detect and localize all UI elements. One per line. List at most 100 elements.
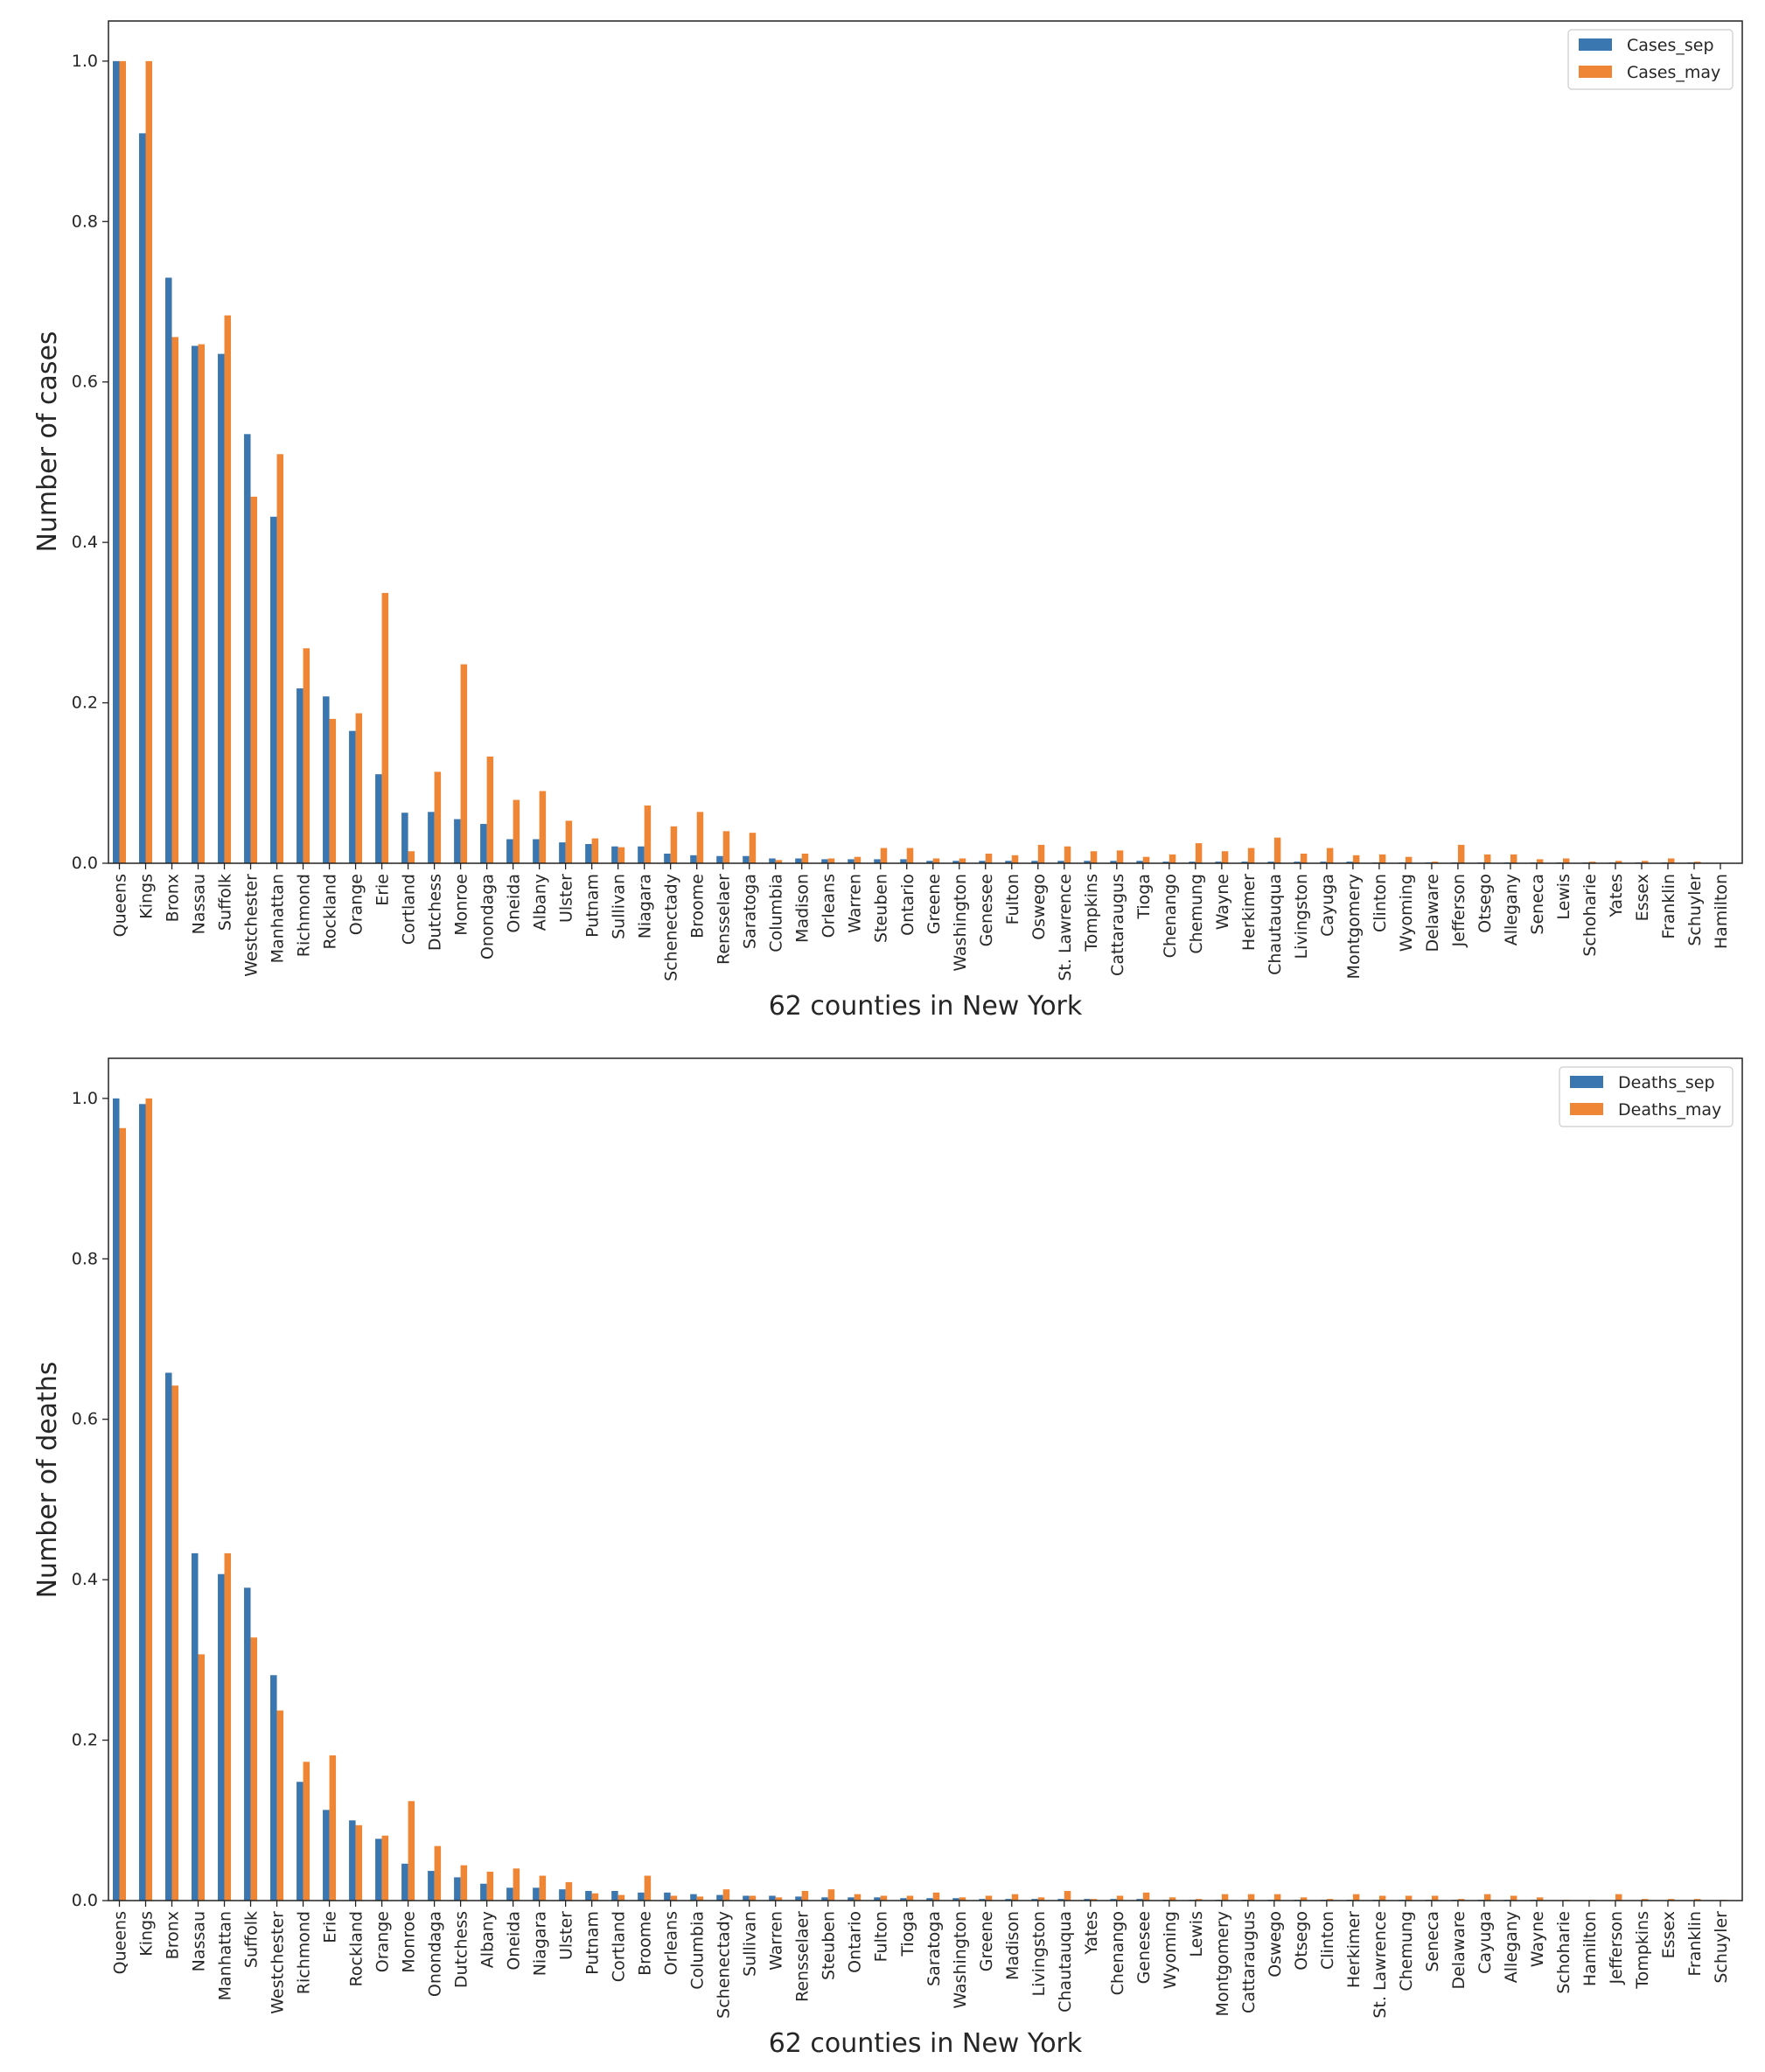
cases-bar-cases-sep-cayuga — [1320, 862, 1327, 863]
cases-legend-label-sep: Cases_sep — [1627, 36, 1714, 55]
cases-bar-cases-may-monroe — [460, 664, 468, 863]
deaths-bar-deaths-may-kings — [145, 1098, 153, 1901]
deaths-x-tick-label: St. Lawrence — [1371, 1911, 1390, 2019]
cases-x-tick-label: Schoharie — [1580, 874, 1600, 957]
cases-x-tick-label: Allegany — [1502, 874, 1521, 945]
cases-bar-cases-sep-warren — [848, 859, 855, 863]
cases-bar-cases-sep-fulton — [1005, 861, 1012, 863]
deaths-bar-deaths-may-jefferson — [1615, 1894, 1622, 1901]
cases-chart: 0.0 0.2 0.4 0.6 0.8 1.0 Queens Kings Bronx Nassau… — [32, 20, 1743, 1022]
cases-x-tick-label: Fulton — [1003, 874, 1022, 924]
cases-bar-cases-sep-st-lawrence — [1057, 861, 1064, 863]
cases-x-tick-label: St. Lawrence — [1056, 874, 1075, 981]
deaths-y-tick-label: 1.0 — [72, 1089, 98, 1108]
deaths-bar-deaths-may-sullivan — [749, 1895, 757, 1901]
deaths-x-tick-label: Rensselaer — [793, 1911, 813, 2002]
cases-bar-cases-may-allegany — [1510, 854, 1517, 863]
deaths-legend-swatch-may — [1570, 1103, 1603, 1115]
cases-bar-cases-may-schuyler — [1693, 862, 1701, 863]
cases-bar-cases-sep-bronx — [165, 277, 172, 863]
deaths-bar-deaths-may-chautauqua — [1064, 1890, 1071, 1901]
deaths-bar-deaths-may-orleans — [670, 1895, 678, 1901]
cases-x-tick-label: Suffolk — [216, 874, 235, 931]
deaths-bar-deaths-may-onondaga — [434, 1845, 442, 1901]
cases-x-tick-label: Washington — [951, 874, 970, 972]
cases-x-tick-label: Ulster — [557, 874, 576, 923]
cases-x-tick-label: Oneida — [505, 874, 524, 933]
deaths-x-tick-label: Wayne — [1528, 1911, 1547, 1967]
deaths-bar-deaths-sep-oneida — [506, 1887, 513, 1901]
cases-bar-cases-may-ontario — [906, 848, 914, 863]
deaths-x-tick-label: Tompkins — [1633, 1911, 1652, 1990]
cases-x-tick-label: Sullivan — [610, 874, 629, 939]
deaths-bar-deaths-may-erie — [329, 1755, 337, 1901]
deaths-bar-deaths-sep-monroe — [401, 1863, 408, 1901]
cases-bars — [113, 60, 1701, 864]
deaths-bar-deaths-may-saratoga — [932, 1892, 940, 1901]
cases-bar-cases-may-clinton — [1378, 854, 1386, 863]
deaths-y-tick-label: 0.8 — [72, 1249, 98, 1268]
deaths-bar-deaths-sep-richmond — [296, 1782, 303, 1901]
cases-x-tick-label: Jefferson — [1449, 874, 1469, 947]
deaths-bar-deaths-may-fulton — [880, 1895, 888, 1901]
deaths-bar-deaths-sep-columbia — [690, 1894, 697, 1901]
deaths-bar-deaths-sep-nassau — [192, 1552, 199, 1901]
deaths-x-tick-label: Tioga — [898, 1911, 917, 1957]
deaths-x-tick-label: Oneida — [505, 1911, 524, 1971]
deaths-bar-deaths-may-queens — [119, 1127, 126, 1901]
cases-bar-cases-sep-cattaraugus — [1110, 861, 1117, 863]
cases-bar-cases-may-st-lawrence — [1064, 846, 1071, 863]
cases-bar-cases-may-kings — [145, 60, 153, 864]
cases-bar-cases-may-schenectady — [670, 826, 678, 863]
cases-bar-cases-may-otsego — [1483, 854, 1491, 863]
deaths-x-tick-label: Broome — [636, 1911, 655, 1976]
cases-x-tick-label: Orange — [347, 874, 366, 935]
deaths-x-tick-label: Jefferson — [1607, 1911, 1626, 1985]
deaths-x-tick-label: Onondaga — [426, 1911, 445, 1997]
cases-bar-cases-may-delaware — [1431, 862, 1439, 863]
cases-x-tick-label: Seneca — [1528, 874, 1547, 935]
deaths-x-tick-label: Delaware — [1449, 1911, 1469, 1990]
cases-bar-cases-may-washington — [959, 858, 966, 863]
deaths-bar-deaths-may-cattaraugus — [1247, 1894, 1255, 1901]
deaths-legend: Deaths_sep Deaths_may — [1559, 1066, 1734, 1127]
deaths-y-tick-label: 0.4 — [72, 1570, 98, 1589]
deaths-bar-deaths-may-yates — [1090, 1899, 1098, 1901]
cases-bar-cases-may-orleans — [827, 858, 835, 863]
deaths-x-tick-label: Washington — [951, 1911, 970, 2009]
deaths-bar-deaths-sep-chenango — [1110, 1899, 1117, 1901]
deaths-bar-deaths-may-allegany — [1510, 1895, 1517, 1901]
cases-bar-cases-sep-herkimer — [1241, 862, 1248, 863]
cases-bar-cases-sep-genesee — [979, 861, 986, 863]
deaths-bar-deaths-sep-ulster — [559, 1889, 566, 1901]
deaths-x-tick-label: Queens — [111, 1911, 130, 1974]
deaths-bar-deaths-sep-onondaga — [428, 1871, 435, 1901]
deaths-x-tick-label: Essex — [1659, 1911, 1678, 1958]
deaths-bar-deaths-may-broome — [644, 1875, 652, 1901]
cases-x-tick-label: Dutchess — [426, 874, 445, 951]
cases-bar-cases-sep-greene — [926, 861, 933, 863]
deaths-x-tick-label: Steuben — [820, 1911, 839, 1980]
cases-x-tick-label: Manhattan — [269, 874, 288, 963]
cases-legend-swatch-sep — [1579, 38, 1612, 51]
cases-x-tick-label: Delaware — [1423, 874, 1442, 952]
cases-bar-cases-sep-manhattan — [270, 516, 277, 863]
deaths-bar-deaths-may-chemung — [1405, 1895, 1413, 1901]
deaths-bar-deaths-sep-ontario — [848, 1897, 855, 1901]
cases-y-tick-label: 0.2 — [72, 694, 98, 713]
cases-x-tick-label: Wyoming — [1397, 874, 1416, 952]
deaths-bar-deaths-sep-tioga — [900, 1898, 907, 1901]
deaths-bar-deaths-sep-westchester — [270, 1675, 277, 1901]
cases-bar-cases-may-onondaga — [486, 757, 494, 863]
cases-bar-cases-sep-chemung — [1189, 862, 1196, 863]
cases-bar-cases-may-essex — [1641, 861, 1649, 863]
deaths-x-axis-label: 62 counties in New York — [769, 2028, 1083, 2059]
cases-x-tick-label: Saratoga — [741, 874, 760, 949]
cases-x-tick-label: Steuben — [872, 874, 891, 943]
cases-bar-cases-sep-richmond — [296, 688, 303, 863]
deaths-x-tick-label: Hamilton — [1580, 1911, 1600, 1986]
cases-y-tick-label: 0.6 — [72, 373, 98, 392]
deaths-bar-deaths-sep-washington — [952, 1898, 959, 1901]
cases-x-tick-label: Chenango — [1161, 874, 1180, 958]
